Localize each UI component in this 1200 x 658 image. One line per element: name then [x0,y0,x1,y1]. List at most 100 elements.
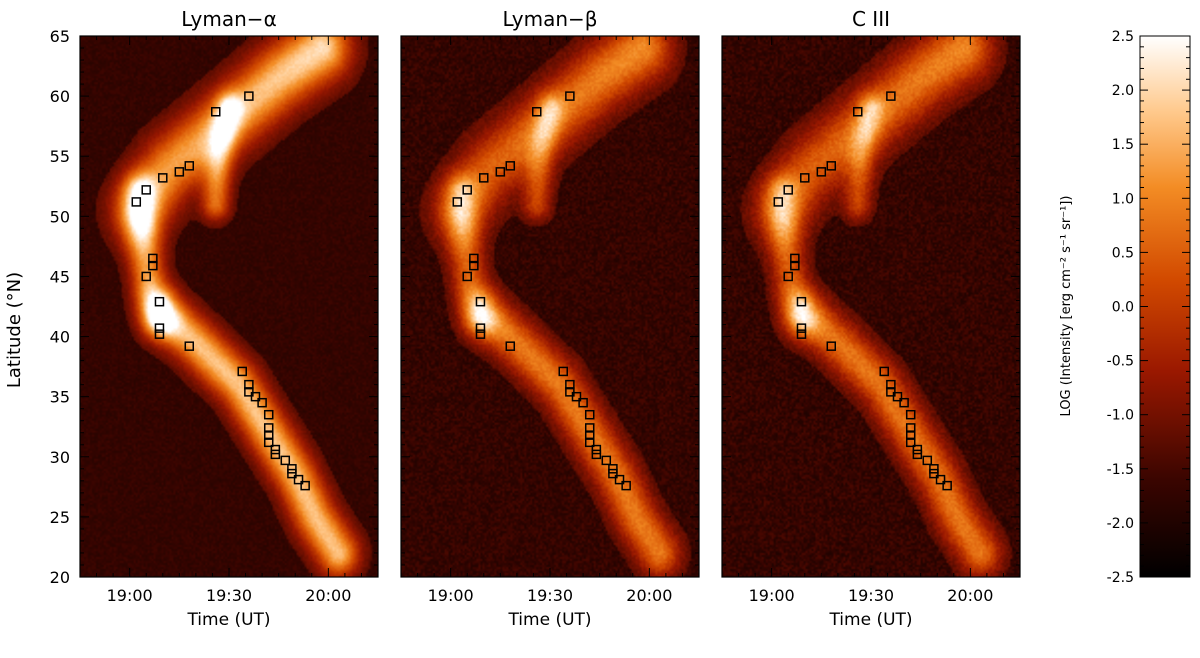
y-tick-label: 20 [50,568,70,587]
marker-square [462,185,472,195]
marker-square [565,91,575,101]
marker-square [905,430,916,440]
marker-square [621,480,631,491]
marker-square [816,167,827,177]
marker-square [879,366,889,377]
colorbar-tick-label: -1.5 [1107,462,1134,478]
marker-square [263,437,274,448]
y-tick-label: 65 [50,27,70,46]
marker-square [591,444,602,455]
panel-title: Lyman−β [502,7,597,31]
marker-square [790,260,800,271]
marker-square [912,449,923,460]
x-tick-label: 20:00 [947,586,993,605]
marker-square [796,296,807,307]
marker-square [905,409,916,420]
marker-square [495,167,506,177]
heatmap-image [80,36,378,577]
x-axis-label: Time (UT) [828,610,912,630]
marker-square [800,173,810,183]
colorbar-tick-label: -1.0 [1107,408,1134,424]
marker-square [905,423,916,433]
marker-square [912,444,923,455]
colorbar-tick-label: 0.0 [1112,300,1134,316]
marker-square [886,379,896,390]
marker-square [783,271,793,282]
x-tick-label: 19:00 [428,586,474,605]
marker-square [608,464,618,474]
marker-square [211,106,221,117]
marker-square [584,437,595,448]
panel-1: Lyman−α 19:00 19:30 20:00 Time (UT) 20 25 30 35 4… [50,7,379,630]
marker-square [783,185,793,195]
marker-square [287,468,297,479]
marker-square [935,474,946,485]
marker-square [158,173,168,183]
heatmap-image [722,36,1020,577]
panel-2: Lyman−β 19:00 19:30 20:00 Time (UT) [400,7,700,630]
colorbar-tick-label: 2.5 [1112,29,1134,45]
colorbar-tick-label: -2.0 [1107,516,1134,532]
marker-square [452,197,463,207]
panel-title: Lyman−α [181,7,277,31]
y-tick-label: 45 [50,267,70,286]
marker-square [886,387,896,397]
colorbar-label: LOG (Intensity [erg cm⁻² s⁻¹ sr⁻¹]) [1059,196,1074,417]
marker-square [558,366,568,377]
marker-square [237,366,247,377]
marker-square [475,329,486,339]
panel-3: C III 19:00 19:30 20:00 Time (UT) [721,7,1021,630]
marker-square [565,387,575,397]
y-tick-label: 35 [50,388,70,407]
marker-square [929,468,939,479]
colorbar-tick-label: -2.5 [1107,570,1134,586]
colorbar-tick-label: 0.5 [1112,245,1134,261]
colorbar-tick-label: 1.5 [1112,137,1134,153]
y-tick-label: 40 [50,328,70,347]
marker-square [475,323,486,333]
y-tick-label: 55 [50,147,70,166]
marker-square [773,197,784,207]
marker-square [154,323,165,333]
x-tick-label: 19:00 [107,586,153,605]
marker-square [601,455,612,466]
marker-square [796,329,807,339]
y-tick-label: 50 [50,207,70,226]
marker-square [853,106,863,117]
marker-square [263,430,274,440]
marker-square [475,296,486,307]
marker-square [287,464,297,474]
marker-square [591,449,602,460]
marker-square [614,474,625,485]
y-axis-label: Latitude (°N) [4,272,25,388]
marker-square [578,397,588,408]
marker-square [790,253,800,264]
marker-square [796,323,807,333]
marker-square [300,480,310,491]
y-tick-label: 25 [50,508,70,527]
marker-square [174,167,185,177]
marker-square [892,391,903,402]
marker-square [184,341,195,351]
x-tick-label: 19:00 [749,586,795,605]
marker-square [584,409,595,420]
marker-square [584,423,595,433]
marker-square [244,91,254,101]
heatmap-image [401,36,699,577]
x-tick-label: 19:30 [527,586,573,605]
colorbar-ticks: -2.5 -2.0 -1.5 -1.0 -0.5 0.0 0.5 1.0 1.5 2.0 2.5 [1107,29,1190,586]
marker-square [154,296,165,307]
marker-square [899,397,909,408]
panel-title: C III [852,7,890,31]
marker-square [148,253,158,264]
x-tick-label: 19:30 [848,586,894,605]
colorbar-tick-label: 2.0 [1112,83,1134,99]
marker-square [565,379,575,390]
y-tick-label: 60 [50,87,70,106]
marker-square [826,341,837,351]
marker-square [886,91,896,101]
marker-square [929,464,939,474]
marker-square [479,173,489,183]
marker-square [469,260,479,271]
colorbar-tick-label: 1.0 [1112,191,1134,207]
